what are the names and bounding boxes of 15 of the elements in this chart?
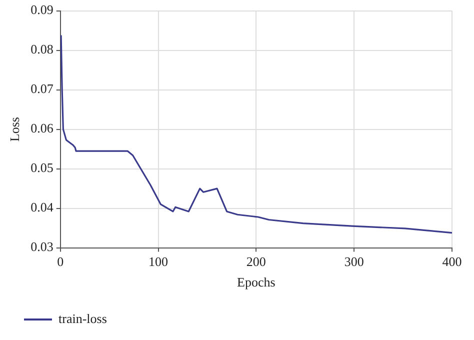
x-tick-label: 300 [344,254,364,270]
x-tick-label: 0 [57,254,64,270]
y-axis-title: Loss [7,117,22,142]
x-tick-label: 200 [246,254,266,270]
y-tick-label: 0.03 [30,239,54,254]
y-tick-label: 0.07 [30,81,54,96]
x-tick-label: 400 [442,254,462,270]
y-tick-label: 0.04 [30,200,54,215]
y-tick-label: 0.05 [30,160,54,176]
x-axis-title: Epochs [237,274,276,290]
y-tick-label: 0.09 [30,2,54,18]
x-tick-label: 100 [148,254,168,270]
legend-label: train-loss [58,310,107,326]
y-tick-label: 0.08 [30,42,54,57]
y-tick-label: 0.06 [30,120,54,136]
